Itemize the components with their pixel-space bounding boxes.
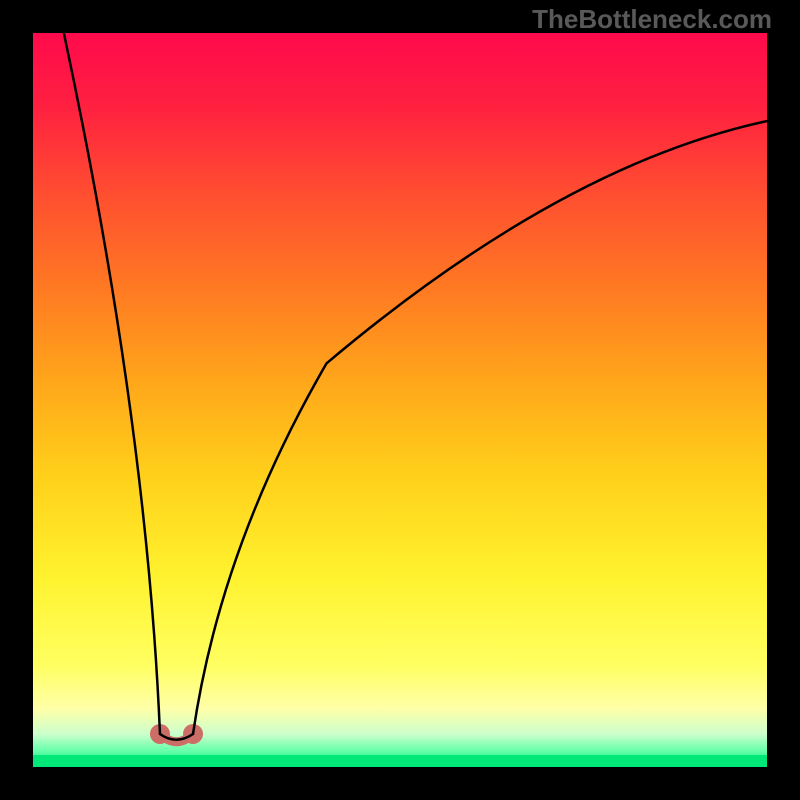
heat-gradient-area: [33, 33, 767, 767]
bottom-green-band: [33, 755, 767, 767]
chart-stage: TheBottleneck.com: [0, 0, 800, 800]
chart-svg: [0, 0, 800, 800]
